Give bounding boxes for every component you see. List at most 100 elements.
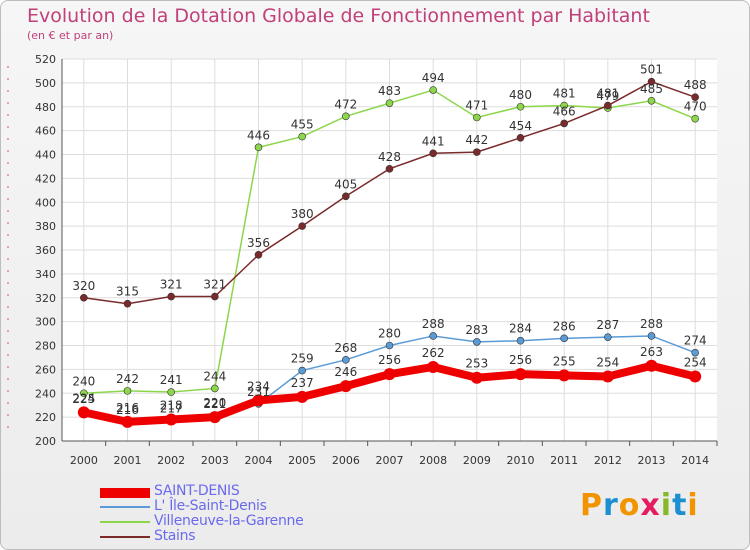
legend-swatch-villeneuve	[100, 521, 150, 523]
data-label-ile-saint-denis: 280	[378, 327, 401, 341]
data-label-ile-saint-denis: 216	[116, 403, 139, 417]
data-label-villeneuve: 470	[684, 100, 707, 114]
y-tick-label: 320	[35, 292, 56, 305]
point-stains	[80, 293, 88, 302]
point-saint-denis	[558, 369, 571, 382]
y-tick-label: 340	[35, 268, 56, 281]
point-saint-denis	[208, 411, 221, 424]
data-label-villeneuve: 244	[203, 369, 226, 383]
point-saint-denis	[296, 390, 309, 403]
data-label-saint-denis: 255	[553, 354, 576, 368]
data-label-villeneuve: 240	[72, 374, 95, 388]
y-tick-label: 440	[35, 149, 56, 162]
data-label-ile-saint-denis: 268	[334, 341, 357, 355]
data-label-saint-denis: 234	[247, 379, 270, 393]
point-villeneuve	[342, 112, 350, 121]
point-saint-denis	[427, 360, 440, 373]
data-label-saint-denis: 224	[72, 391, 95, 405]
point-saint-denis	[689, 370, 702, 383]
point-villeneuve	[211, 384, 219, 393]
data-label-villeneuve: 479	[596, 89, 619, 103]
data-label-stains: 501	[640, 63, 663, 77]
point-saint-denis	[383, 368, 396, 381]
data-label-stains: 428	[378, 150, 401, 164]
data-label-ile-saint-denis: 221	[203, 397, 226, 411]
point-stains	[473, 148, 481, 156]
point-saint-denis	[339, 380, 352, 393]
data-label-stains: 442	[465, 133, 488, 147]
point-ile-saint-denis	[429, 332, 437, 340]
data-label-villeneuve: 494	[422, 71, 445, 85]
legend-label-ile-saint-denis: L' Île-Saint-Denis	[154, 498, 267, 514]
proxiti-logo: Proxiti	[580, 488, 699, 523]
point-stains	[167, 292, 175, 301]
y-tick-label: 280	[35, 340, 56, 353]
legend-swatch-ile-saint-denis	[100, 506, 150, 508]
point-ile-saint-denis	[516, 336, 525, 345]
x-tick-label: 2003	[201, 454, 229, 467]
point-saint-denis	[252, 394, 265, 407]
y-tick-label: 220	[35, 411, 56, 424]
data-label-ile-saint-denis: 225	[72, 392, 95, 406]
data-label-saint-denis: 220	[203, 396, 226, 410]
logo-letter: i	[687, 488, 699, 523]
point-villeneuve	[691, 114, 699, 123]
data-label-saint-denis: 253	[465, 357, 488, 371]
x-tick-label: 2001	[114, 454, 142, 467]
point-villeneuve	[254, 143, 263, 152]
y-tick-label: 300	[35, 316, 56, 329]
point-ile-saint-denis	[560, 334, 568, 343]
point-stains	[342, 192, 350, 201]
data-label-saint-denis: 237	[291, 376, 314, 390]
point-stains	[298, 222, 306, 230]
data-label-saint-denis: 254	[684, 356, 707, 370]
data-label-ile-saint-denis: 274	[684, 334, 707, 348]
data-label-ile-saint-denis: 288	[640, 317, 663, 331]
point-saint-denis	[121, 415, 134, 428]
data-label-ile-saint-denis: 217	[160, 402, 183, 416]
x-tick-label: 2008	[419, 454, 447, 467]
y-tick-label: 460	[35, 125, 56, 138]
data-label-stains: 441	[422, 134, 445, 148]
point-villeneuve	[80, 389, 88, 398]
data-label-saint-denis: 254	[596, 356, 619, 370]
point-villeneuve	[385, 99, 394, 107]
logo-letter: P	[580, 488, 603, 523]
x-tick-label: 2006	[332, 454, 360, 467]
x-tick-label: 2010	[507, 454, 535, 467]
data-label-stains: 356	[247, 236, 270, 250]
data-label-villeneuve: 446	[247, 128, 270, 142]
point-stains	[647, 77, 656, 86]
point-villeneuve	[473, 113, 481, 122]
x-tick-label: 2002	[157, 454, 185, 467]
y-tick-label: 380	[35, 220, 56, 233]
y-tick-label: 360	[35, 244, 56, 257]
legend-label-stains: Stains	[154, 528, 196, 544]
data-label-stains: 321	[160, 278, 183, 292]
data-label-stains: 320	[72, 279, 95, 293]
point-ile-saint-denis	[473, 338, 481, 346]
data-label-stains: 380	[291, 207, 314, 221]
data-label-villeneuve: 480	[509, 88, 532, 102]
logo-letter: i	[660, 488, 673, 523]
y-tick-label: 260	[35, 363, 56, 376]
data-label-villeneuve: 472	[334, 97, 357, 111]
data-label-villeneuve: 455	[291, 118, 314, 132]
point-stains	[516, 133, 525, 142]
point-ile-saint-denis	[604, 333, 612, 341]
point-villeneuve	[429, 86, 437, 94]
legend-label-saint-denis: SAINT-DENIS	[154, 483, 240, 499]
point-ile-saint-denis	[647, 332, 656, 340]
point-villeneuve	[123, 387, 132, 395]
point-stains	[604, 101, 612, 110]
logo-letter: r	[603, 488, 619, 523]
x-tick-label: 2007	[376, 454, 404, 467]
data-label-saint-denis: 256	[509, 353, 532, 367]
data-label-stains: 321	[203, 278, 226, 292]
chart-subtitle: (en € et par an)	[27, 29, 114, 42]
point-saint-denis	[514, 368, 527, 381]
point-villeneuve	[516, 102, 525, 111]
point-villeneuve	[647, 96, 656, 105]
point-stains	[429, 149, 437, 158]
data-label-ile-saint-denis: 231	[247, 385, 270, 399]
